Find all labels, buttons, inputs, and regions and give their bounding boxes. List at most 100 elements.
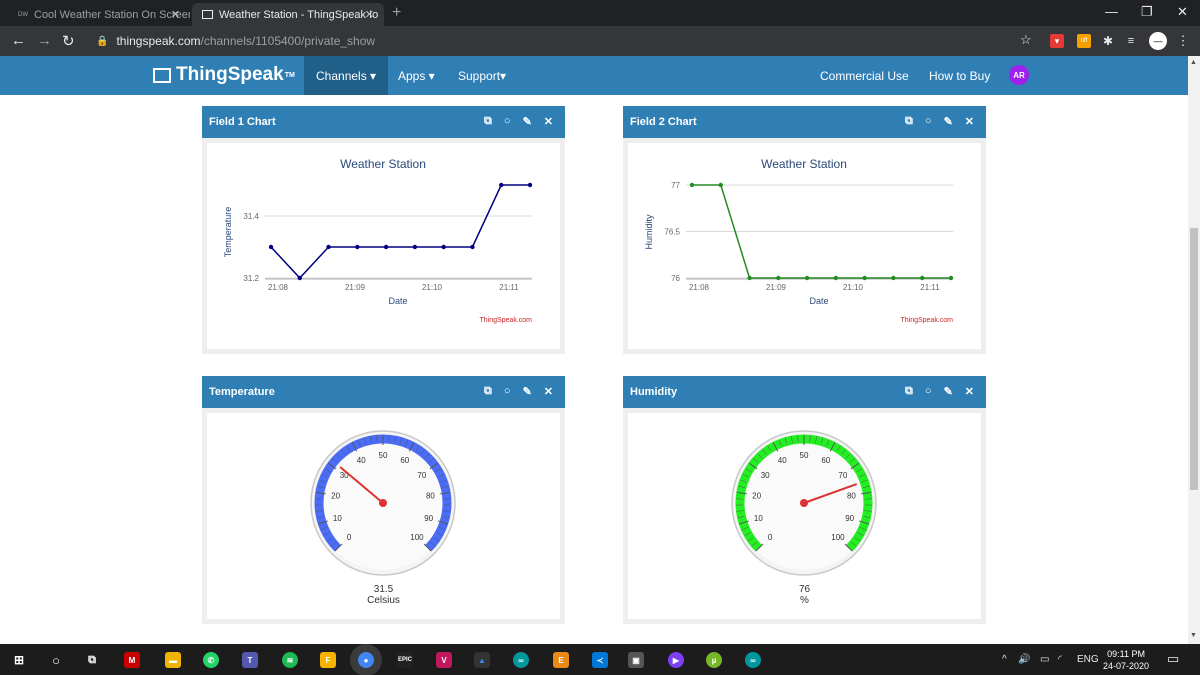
nav-channels[interactable]: Channels ▾ [304,56,389,95]
browser-tab[interactable]: DW Cool Weather Station On Screen ✕ [8,3,190,26]
thingspeak-logo[interactable]: ThingSpeak TM [153,64,295,86]
restore-icon[interactable]: ❐ [1141,4,1153,19]
url-path: /channels/1105400/private_show [200,34,376,48]
close-icon[interactable]: ✕ [543,386,553,398]
bookmark-star-icon[interactable]: ☆ [1020,32,1032,47]
close-tab-icon[interactable]: ✕ [170,9,180,21]
tab-label: Cool Weather Station On Screen [34,8,190,21]
open-external-icon[interactable]: ⧉ [905,115,913,127]
close-window-icon[interactable]: ✕ [1177,4,1188,19]
task-view-icon[interactable]: ⧉ [88,653,96,666]
battery-icon[interactable]: ▭ [1040,654,1050,665]
open-external-icon[interactable]: ⧉ [905,385,913,397]
nav-support[interactable]: Support▾ [458,68,507,83]
panel-header: Field 2 Chart ⧉ ○ ✎ ✕ [623,106,986,138]
gauge-tick [791,436,793,444]
back-icon[interactable]: ← [11,32,26,49]
chrome-icon[interactable]: ● [358,652,374,668]
gauge-tick-label: 90 [424,514,433,523]
teams-icon[interactable]: T [242,652,258,668]
mcafee-icon[interactable]: M [124,652,140,668]
comment-icon[interactable]: ○ [503,115,511,127]
system-clock[interactable]: 09:11 PM 24-07-2020 [1103,648,1149,672]
offer-extension-icon[interactable]: off [1077,34,1091,48]
whatsapp-icon[interactable]: ✆ [203,652,219,668]
spotify-icon[interactable]: ≋ [282,652,298,668]
gauge-tick [424,453,430,459]
file-explorer-icon[interactable]: ▬ [165,652,181,668]
gauge-tick [376,435,378,443]
gauge-tick [442,516,450,519]
notifications-icon[interactable]: ▭ [1167,651,1180,666]
nav-commercial-use[interactable]: Commercial Use [820,68,909,83]
forward-icon[interactable]: → [37,32,52,49]
gauge-tick [440,491,451,495]
gauge-tick [864,510,872,512]
extensions-icon[interactable]: ✱ [1102,34,1114,48]
browser-tab-active[interactable]: Weather Station - ThingSpeak Io ✕ [192,3,384,26]
volume-icon[interactable]: 🔊 [1018,654,1031,665]
gauge-tick [841,449,846,455]
data-point [920,275,925,281]
valorant-icon[interactable]: V [436,652,452,668]
tray-chevron-icon[interactable]: ^ [1002,654,1007,665]
new-tab-icon[interactable]: + [392,4,402,21]
nav-apps[interactable]: Apps ▾ [398,68,435,83]
edit-pencil-icon[interactable]: ✎ [943,116,953,128]
unity-hub-icon[interactable]: ▲ [474,652,490,668]
close-icon[interactable]: ✕ [964,116,974,128]
open-external-icon[interactable]: ⧉ [484,115,492,127]
gauge-tick-label: 50 [379,451,388,460]
scrollbar-thumb[interactable] [1190,228,1198,490]
vscode-icon[interactable]: ≺ [592,652,608,668]
media-player-icon[interactable]: ▶ [668,652,684,668]
gauge-tick-label: 20 [752,491,761,500]
editor-e-icon[interactable]: E [553,652,569,668]
gauge-tick [351,442,358,452]
gauge-tick-label: 100 [831,533,845,542]
profile-icon[interactable]: — [1149,32,1167,50]
gauge-tick [739,479,747,483]
url-bar[interactable]: 🔒 thingspeak.com /channels/1105400/priva… [88,29,1038,53]
gauge-tick-label: 10 [754,514,763,523]
edit-pencil-icon[interactable]: ✎ [522,386,532,398]
comment-icon[interactable]: ○ [503,385,511,397]
gauge-tick [435,468,442,473]
x-axis-label: Date [809,296,828,306]
comment-icon[interactable]: ○ [924,115,932,127]
windows-start-icon[interactable]: ⊞ [13,653,25,667]
edit-pencil-icon[interactable]: ✎ [943,386,953,398]
comment-icon[interactable]: ○ [924,385,932,397]
data-point [776,275,781,281]
panel-title: Field 2 Chart [630,116,697,128]
close-tab-icon[interactable]: ✕ [364,9,374,21]
close-icon[interactable]: ✕ [543,116,553,128]
reload-icon[interactable]: ↻ [62,33,75,50]
search-icon[interactable]: ○ [52,652,60,668]
close-icon[interactable]: ✕ [964,386,974,398]
gauge-tick [336,453,342,459]
edit-pencil-icon[interactable]: ✎ [522,116,532,128]
nav-how-to-buy[interactable]: How to Buy [929,68,991,83]
playlist-icon[interactable]: ≡ [1127,35,1135,47]
arduino-ide-icon[interactable]: ∞ [745,652,761,668]
wifi-icon[interactable]: ◜ [1058,654,1062,665]
data-point [891,275,896,281]
virtualbox-icon[interactable]: ▣ [628,652,644,668]
utorrent-icon[interactable]: µ [706,652,722,668]
scroll-down-icon[interactable]: ▼ [1190,632,1197,639]
scroll-up-icon[interactable]: ▲ [1190,59,1197,66]
epic-games-icon[interactable]: EPIC [397,652,413,668]
gauge-tick [863,516,871,519]
pocket-extension-icon[interactable]: ▾ [1050,34,1064,48]
menu-kebab-icon[interactable]: ⋮ [1176,33,1190,48]
user-avatar[interactable]: AR [1009,65,1029,85]
language-indicator[interactable]: ENG [1077,654,1099,665]
y-tick-label: 31.2 [243,274,259,283]
fl-studio-icon[interactable]: F [320,652,336,668]
minimize-icon[interactable]: — [1105,4,1118,19]
gauge-tick-label: 10 [333,514,342,523]
open-external-icon[interactable]: ⧉ [484,385,492,397]
arduino-icon[interactable]: ∞ [513,652,529,668]
field1-line-chart: Weather Station 31.2 31.4 21:08 21:09 21:10 21… [223,157,533,324]
